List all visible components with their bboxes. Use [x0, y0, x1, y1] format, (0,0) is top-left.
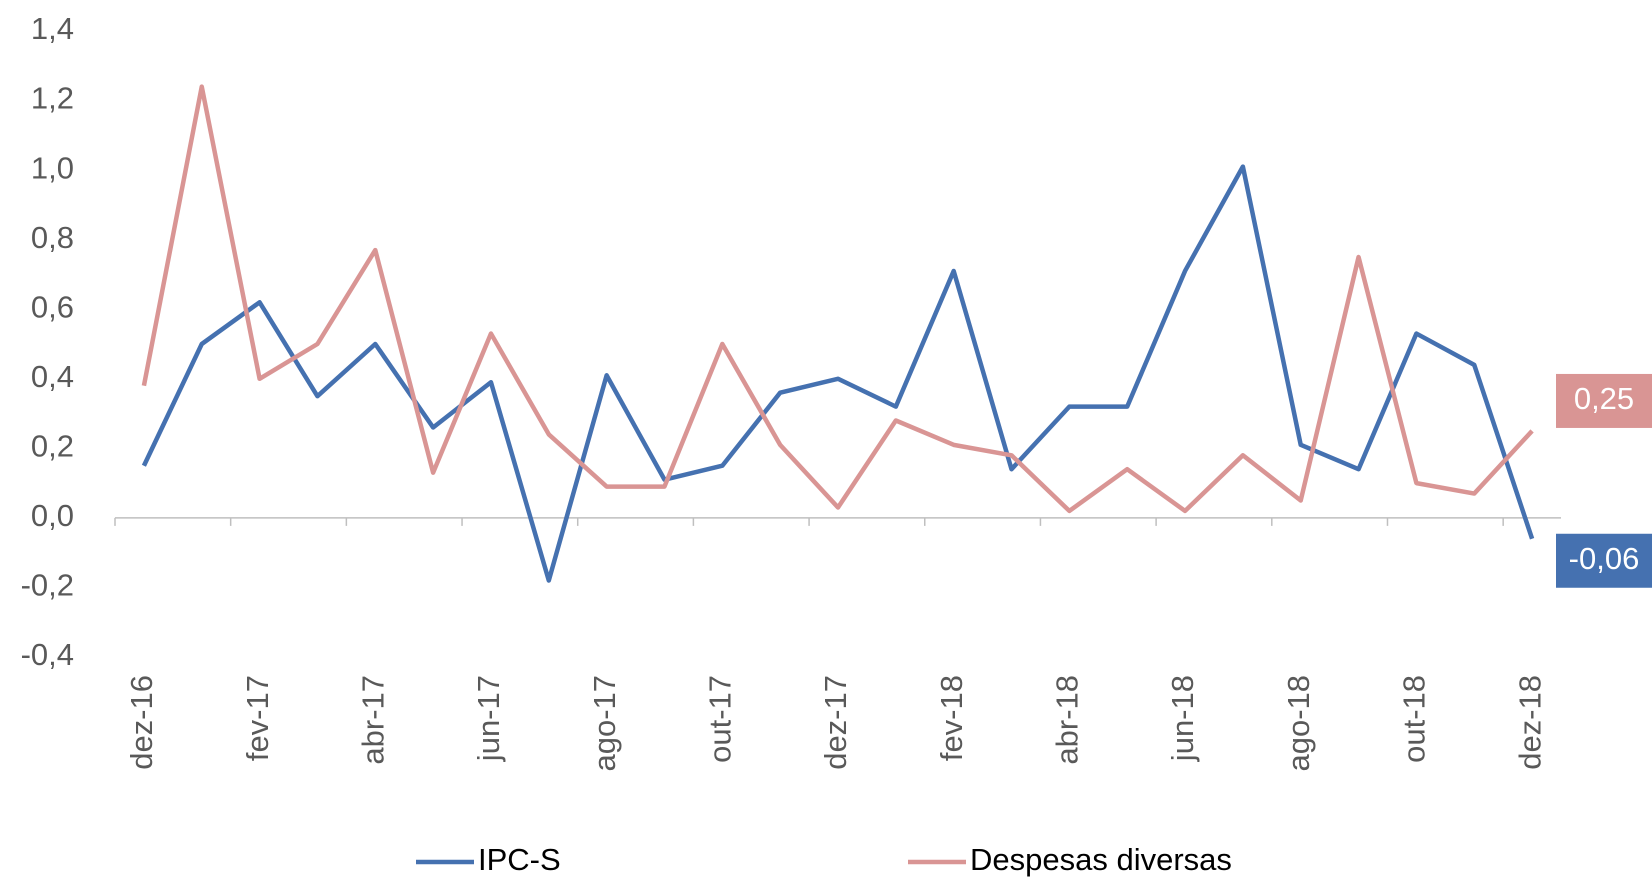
- value-label: -0,06: [1569, 541, 1640, 576]
- y-tick-label: 0,6: [31, 289, 74, 324]
- y-tick-label: -0,2: [21, 568, 74, 603]
- y-tick-label: 0,2: [31, 429, 74, 464]
- x-tick-label: ago-17: [587, 675, 622, 772]
- x-tick-label: out-18: [1397, 675, 1432, 763]
- y-tick-label: 0,0: [31, 498, 74, 533]
- value-label-box: [1556, 533, 1652, 588]
- x-tick-label: abr-17: [355, 675, 390, 765]
- series-line: [141, 84, 1534, 514]
- legend-label: Despesas diversas: [970, 842, 1232, 877]
- x-tick-label: dez-18: [1512, 675, 1547, 770]
- x-tick-label: jun-18: [1165, 675, 1200, 762]
- x-tick-label: out-17: [703, 675, 738, 763]
- value-label-box: [1556, 373, 1652, 428]
- x-tick-label: dez-16: [124, 675, 159, 770]
- x-tick-label: ago-18: [1281, 675, 1316, 772]
- x-tick-label: abr-18: [1050, 675, 1085, 765]
- y-tick-label: 1,0: [31, 150, 74, 185]
- y-tick-label: 0,8: [31, 220, 74, 255]
- y-tick-label: 1,4: [31, 11, 74, 46]
- series-line: [141, 164, 1535, 583]
- legend-label: IPC-S: [478, 842, 561, 877]
- x-tick-label: dez-17: [818, 675, 853, 770]
- y-tick-label: 0,4: [31, 359, 74, 394]
- y-tick-label: 1,2: [31, 81, 74, 116]
- x-tick-label: fev-18: [934, 675, 969, 761]
- y-tick-label: -0,4: [21, 637, 74, 672]
- value-label: 0,25: [1574, 381, 1634, 416]
- x-tick-label: fev-17: [240, 675, 275, 761]
- x-tick-label: jun-17: [471, 675, 506, 762]
